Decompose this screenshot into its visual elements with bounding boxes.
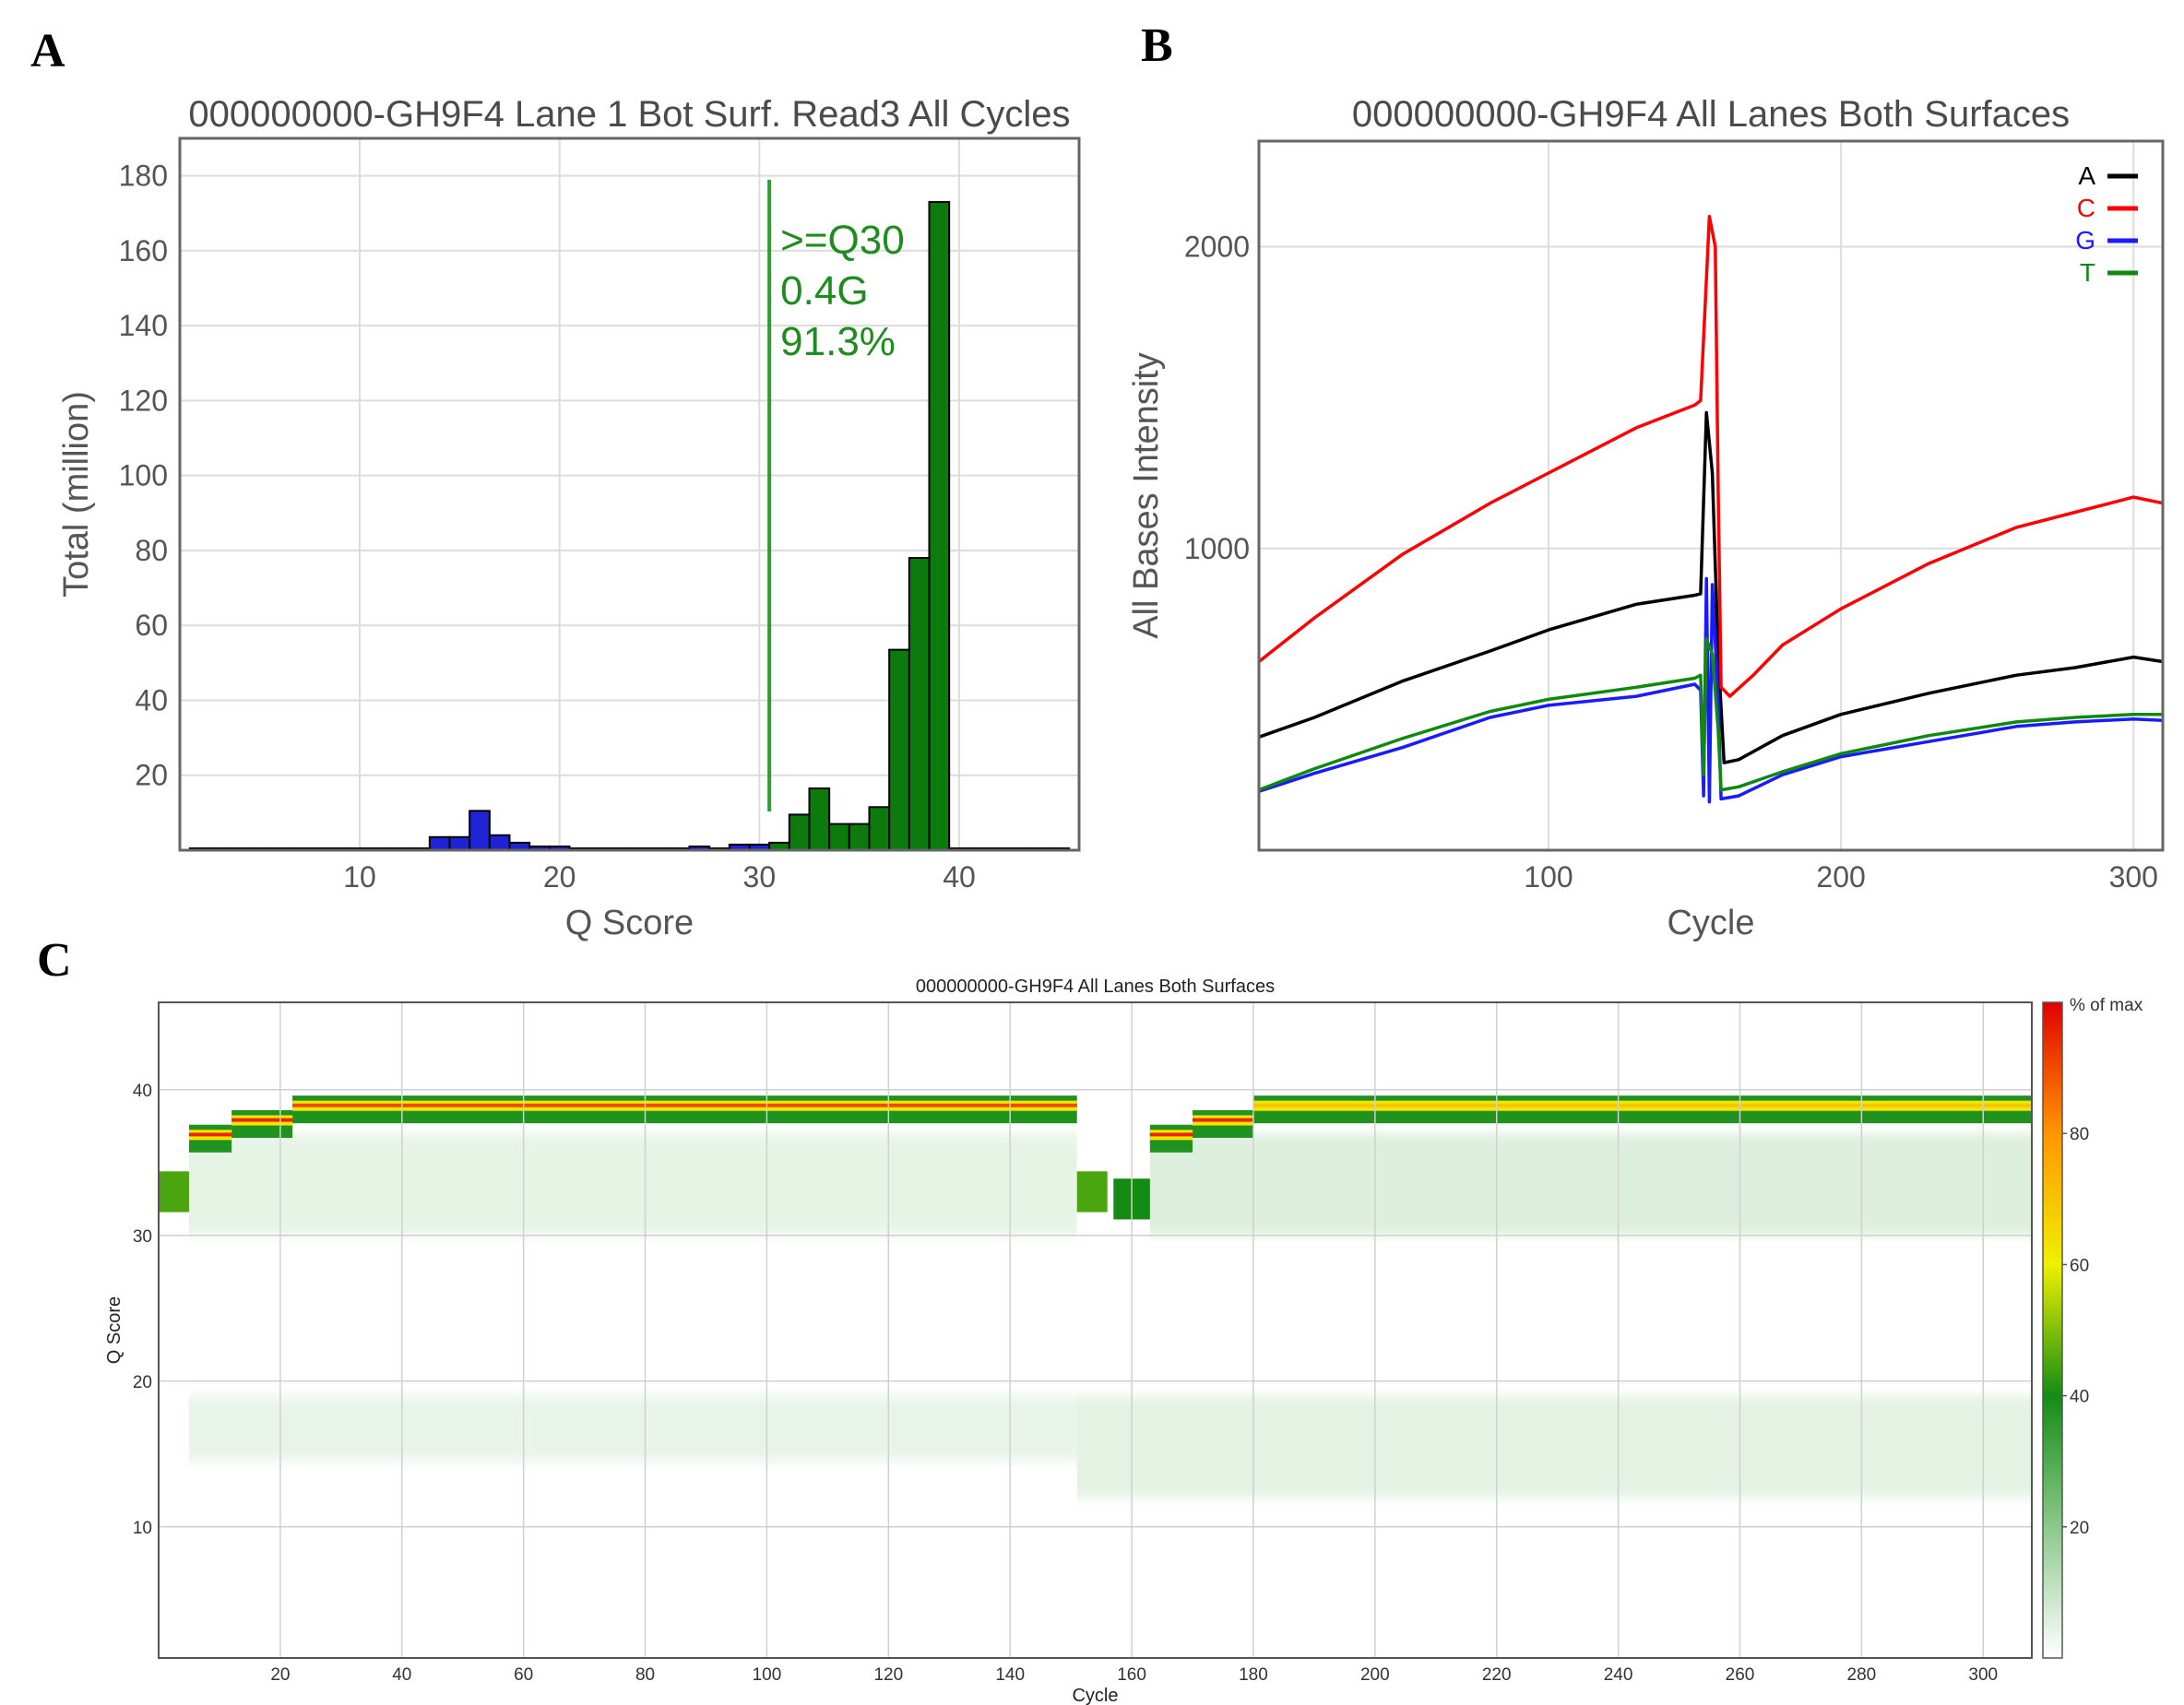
y-tick-c: 20: [133, 1373, 152, 1392]
y-tick-a: 80: [135, 534, 168, 567]
x-tick-c: 220: [1482, 1665, 1512, 1685]
chart-title-c: 000000000-GH9F4 All Lanes Both Surfaces: [916, 977, 1275, 997]
q30-annotation-1: 0.4G: [780, 268, 868, 314]
band-core-2: [231, 1118, 293, 1122]
x-tick-c: 40: [392, 1665, 411, 1685]
y-tick-b: 2000: [1184, 231, 1250, 264]
x-tick-c: 160: [1117, 1665, 1146, 1685]
x-tick-c: 280: [1847, 1665, 1877, 1685]
x-tick-a: 30: [743, 860, 777, 894]
panel-label-b: B: [1141, 19, 1173, 72]
colorbar-label: % of max: [2070, 996, 2143, 1015]
y-tick-a: 140: [119, 309, 168, 342]
mid-q-haze-left: [188, 1133, 1077, 1236]
series-line-G: [1258, 576, 2164, 804]
y-tick-b: 1000: [1184, 532, 1250, 565]
chart-title-a: 000000000-GH9F4 Lane 1 Bot Surf. Read3 A…: [188, 94, 1070, 135]
x-tick-a: 40: [943, 860, 976, 894]
x-tick-c: 60: [514, 1665, 533, 1685]
mid-q-haze-right: [1149, 1133, 2032, 1236]
q30-annotation-0: >=Q30: [780, 218, 905, 263]
y-tick-a: 100: [119, 459, 168, 492]
x-tick-c: 260: [1726, 1665, 1755, 1685]
legend-label-G: G: [2075, 226, 2095, 255]
y-tick-a: 160: [119, 234, 168, 267]
x-tick-c: 120: [873, 1665, 903, 1685]
x-tick-c: 20: [270, 1665, 290, 1685]
y-axis-label-a: Total (million): [57, 391, 96, 598]
x-axis-label-c: Cycle: [1072, 1686, 1118, 1705]
band-core-7: [1193, 1118, 1253, 1122]
panel-label-a: A: [30, 25, 65, 77]
series-line-C: [1257, 215, 2164, 698]
x-tick-c: 200: [1360, 1665, 1390, 1685]
y-tick-a: 180: [119, 160, 168, 193]
y-tick-a: 20: [135, 759, 168, 792]
x-tick-b: 300: [2109, 860, 2158, 894]
x-tick-c: 80: [635, 1665, 655, 1685]
x-tick-c: 300: [1968, 1665, 1998, 1685]
x-tick-c: 140: [995, 1665, 1025, 1685]
y-tick-a: 120: [119, 384, 168, 417]
band-core-6: [1149, 1132, 1193, 1137]
legend-label-A: A: [2078, 161, 2095, 190]
x-tick-c: 180: [1239, 1665, 1268, 1685]
y-axis-label-b: All Bases Intensity: [1127, 352, 1166, 638]
x-tick-c: 100: [753, 1665, 782, 1685]
band-core-3: [292, 1103, 1077, 1107]
plot-frame-b: [1257, 139, 2165, 852]
colorbar-tick: 60: [2070, 1256, 2089, 1275]
legend-label-C: C: [2077, 194, 2095, 222]
band-core-8: [1252, 1103, 2032, 1107]
chart-title-b: 000000000-GH9F4 All Lanes Both Surfaces: [1352, 94, 2070, 135]
q30-annotation-2: 91.3%: [780, 319, 896, 364]
y-tick-c: 10: [133, 1519, 152, 1538]
colorbar-tick: 80: [2070, 1125, 2089, 1144]
x-tick-b: 100: [1524, 860, 1573, 894]
low-q-haze-left: [188, 1395, 1077, 1462]
colorbar: [2042, 1001, 2063, 1659]
y-axis-label-c: Q Score: [104, 1297, 125, 1364]
colorbar-tick: 40: [2070, 1388, 2089, 1407]
x-tick-a: 20: [543, 860, 576, 894]
y-tick-a: 60: [135, 609, 168, 642]
y-tick-a: 40: [135, 683, 168, 716]
colorbar-tick: 20: [2070, 1519, 2089, 1538]
plot-frame-c: [158, 1001, 2033, 1659]
series-line-A: [1258, 410, 2164, 764]
x-tick-a: 10: [343, 860, 376, 894]
legend-label-T: T: [2080, 258, 2095, 287]
band-core-1: [188, 1132, 232, 1137]
panel-label-c: C: [37, 934, 72, 987]
x-axis-label-a: Q Score: [565, 904, 694, 942]
x-tick-c: 240: [1604, 1665, 1633, 1685]
x-axis-label-b: Cycle: [1667, 904, 1754, 942]
y-tick-c: 40: [133, 1082, 152, 1101]
y-tick-c: 30: [133, 1227, 152, 1247]
series-line-T: [1258, 637, 2163, 792]
band-4: [1076, 1171, 1108, 1213]
plot-frame-a: [178, 136, 1081, 852]
band-0: [159, 1171, 189, 1213]
low-q-haze-right: [1076, 1395, 2032, 1498]
x-tick-b: 200: [1816, 860, 1865, 894]
